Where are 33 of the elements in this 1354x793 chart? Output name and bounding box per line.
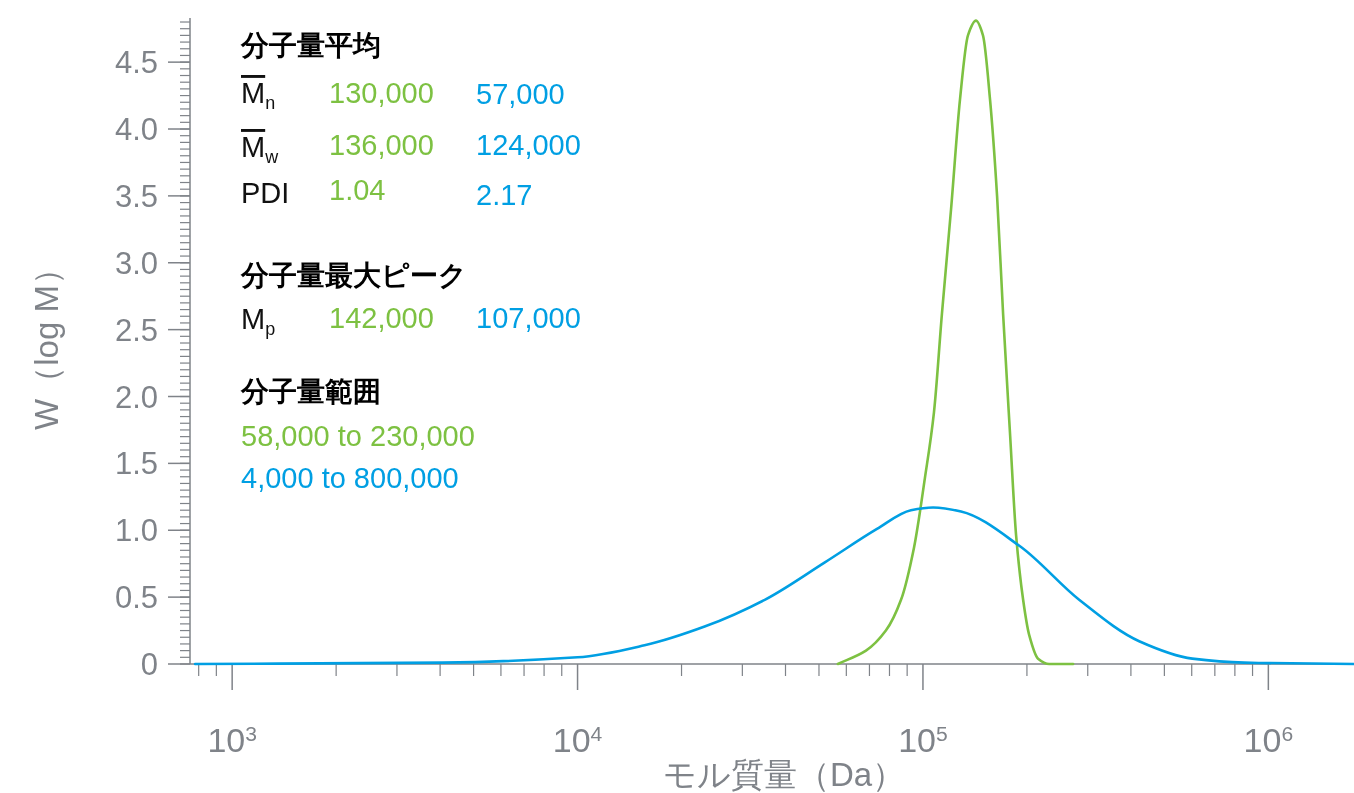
annotation: M$_{p}$ [241, 303, 276, 340]
y-tick-label: 0.5 [114, 580, 158, 616]
annotation: 58,000 to 230,000 [241, 420, 475, 452]
annotation: 142,000 [329, 302, 434, 334]
y-axis-title: W（log M） [28, 252, 65, 430]
y-tick-label: 4.5 [114, 45, 158, 81]
y-tick-label: 0 [140, 647, 158, 682]
y-tick-label: 1.5 [114, 446, 158, 482]
y-tick-label: 1.0 [114, 513, 158, 549]
x-tick-label: 10$^{5}$ [898, 721, 948, 759]
y-tick-label: 3.5 [114, 178, 158, 214]
annotation: M$_{w}$ [241, 131, 280, 168]
annotation: 分子量最大ピーク [240, 260, 467, 291]
annotation: 4,000 to 800,000 [241, 462, 459, 494]
annotation: 2.17 [476, 179, 533, 211]
x-tick-label: 10$^{3}$ [207, 721, 257, 759]
annotation: 107,000 [476, 302, 581, 334]
x-tick-label: 10$^{4}$ [552, 721, 603, 759]
annotation: PDI [241, 177, 290, 209]
y-tick-label: 2.0 [114, 379, 158, 415]
annotation: 分子量平均 [240, 30, 381, 61]
annotation: 124,000 [476, 129, 581, 161]
annotation: 136,000 [329, 129, 434, 161]
annotation: 1.04 [329, 174, 386, 206]
x-tick-label: 10$^{6}$ [1243, 721, 1294, 759]
annotation: 分子量範囲 [240, 376, 381, 407]
y-tick-label: 2.5 [114, 312, 158, 348]
x-axis-title: モル質量（Da） [662, 756, 906, 793]
y-tick-label: 3.0 [114, 245, 158, 281]
annotation: M$_{n}$ [241, 77, 276, 114]
y-tick-label: 4.0 [114, 112, 158, 148]
annotation: 130,000 [329, 77, 434, 109]
annotation: 57,000 [476, 78, 565, 110]
